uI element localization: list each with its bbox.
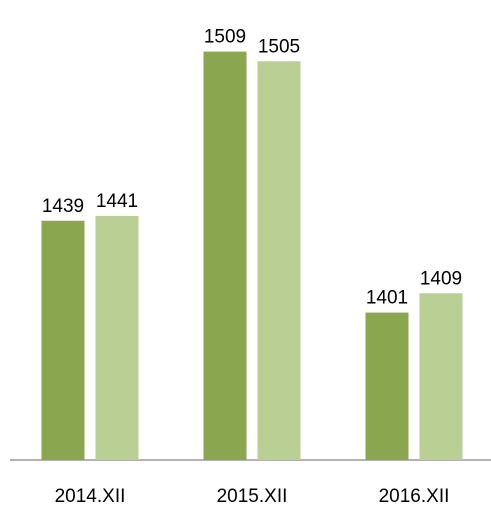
bar: [419, 293, 463, 460]
bar: [95, 215, 139, 460]
bar: [41, 220, 85, 460]
data-label: 1509: [204, 27, 246, 48]
data-label: 1409: [420, 268, 462, 289]
bar: [203, 51, 247, 460]
x-tick-label: 2015.XII: [217, 486, 288, 506]
x-tick-label: 2016.XII: [379, 486, 450, 506]
x-tick-label: 2014.XII: [55, 486, 126, 506]
data-label: 1441: [96, 191, 138, 212]
data-label: 1505: [258, 36, 300, 57]
data-label: 1439: [42, 196, 84, 217]
bar: [257, 61, 301, 460]
bar: [365, 312, 409, 460]
data-label: 1401: [366, 288, 408, 309]
